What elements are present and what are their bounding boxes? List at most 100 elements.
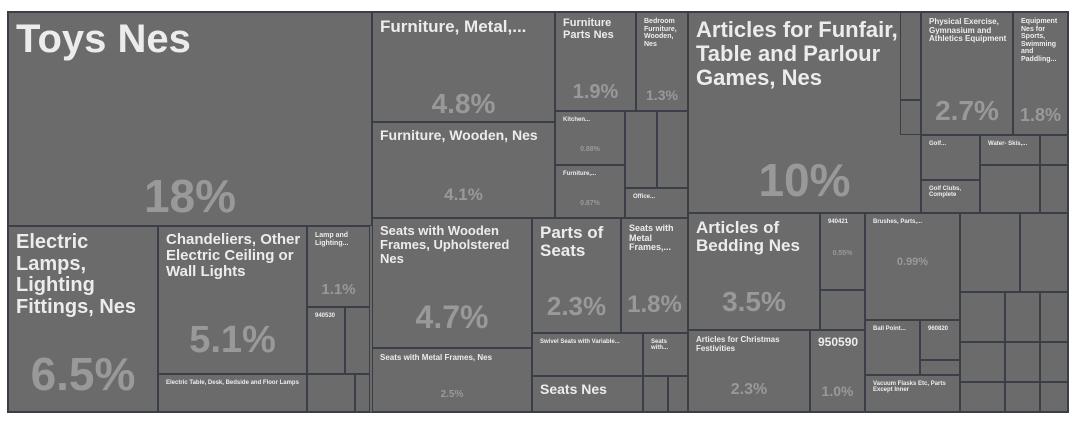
tile-label: Physical Exercise, Gymnasium and Athleti… xyxy=(929,17,1007,44)
tile-label: Articles for Funfair, Table and Parlour … xyxy=(696,17,898,90)
tile-electric-table-desk-bedside-and-floor-lamps[interactable]: Electric Table, Desk, Bedside and Floor … xyxy=(158,374,307,412)
tile-unlabeled[interactable] xyxy=(625,111,657,188)
tile-label: Furniture, Wooden, Nes xyxy=(380,127,538,143)
tile-unlabeled[interactable] xyxy=(960,342,1005,382)
tile-seats-nes[interactable]: Seats Nes xyxy=(532,376,643,412)
tile-unlabeled[interactable] xyxy=(900,12,921,100)
tile-unlabeled[interactable] xyxy=(920,360,960,375)
tile-value: 1.8% xyxy=(1019,105,1062,125)
tile-articles-for-funfair-table-and-parlour-games-nes[interactable]: Articles for Funfair, Table and Parlour … xyxy=(688,12,921,213)
tile-unlabeled[interactable] xyxy=(355,374,370,412)
tile-toys-nes[interactable]: Toys Nes 18% xyxy=(8,12,372,226)
tile-value: 4.8% xyxy=(431,88,496,119)
tile-unlabeled[interactable] xyxy=(1040,165,1068,213)
tile-unlabeled[interactable] xyxy=(1005,382,1040,412)
tile-value: 18% xyxy=(143,170,237,222)
tile-unlabeled[interactable] xyxy=(657,111,688,188)
tile-golf-clubs-complete[interactable]: Golf Clubs, Complete xyxy=(921,180,980,213)
tile-unlabeled[interactable] xyxy=(960,213,1020,292)
tile-label: Articles for Christmas Festivities xyxy=(696,335,780,353)
tile-unlabeled[interactable] xyxy=(960,382,1005,412)
tile-label: Bedroom Furniture, Wooden, Nes xyxy=(644,18,677,48)
tile-physical-exercise-gymnasium-and-athletics-equipment[interactable]: Physical Exercise, Gymnasium and Athleti… xyxy=(921,12,1013,135)
tile-vacuum-flasks-etc-parts-except-inner[interactable]: Vacuum Flasks Etc, Parts Except Inner xyxy=(865,375,960,412)
tile-value: 1.8% xyxy=(627,291,682,318)
tile-label: Electric Table, Desk, Bedside and Floor … xyxy=(166,380,299,386)
tile-value: 5.1% xyxy=(189,319,276,361)
tile-value: 4.1% xyxy=(444,185,483,204)
tile-unlabeled[interactable] xyxy=(307,374,355,412)
treemap: Toys Nes 18% Electric Lamps, Lighting Fitt… xyxy=(7,11,1069,413)
tile-golf[interactable]: Golf... xyxy=(921,135,980,180)
tile-kitchen[interactable]: Kitchen... 0.88% xyxy=(555,111,625,165)
tile-value: 2.3% xyxy=(546,291,607,321)
tile-unlabeled[interactable] xyxy=(1040,135,1068,165)
tile-unlabeled[interactable] xyxy=(668,376,688,412)
tile-swivel-seats-with-variable[interactable]: Swivel Seats with Variable... xyxy=(532,333,643,376)
tile-water-skis[interactable]: Water- Skis,... xyxy=(980,135,1040,165)
tile-950590[interactable]: 950590 1.0% xyxy=(810,330,865,412)
tile-label: Seats with Wooden Frames, Upholstered Ne… xyxy=(380,223,510,267)
tile-940530[interactable]: 940530 xyxy=(307,307,345,374)
tile-label: Equipment Nes for Sports, Swimming and P… xyxy=(1021,18,1058,63)
tile-label: Electric Lamps, Lighting Fittings, Nes xyxy=(16,231,137,318)
tile-label: 940530 xyxy=(315,313,336,319)
tile-unlabeled[interactable] xyxy=(1005,342,1040,382)
tile-equipment-nes-for-sports-swimming-and-paddling[interactable]: Equipment Nes for Sports, Swimming and P… xyxy=(1013,12,1068,135)
tile-office[interactable]: Office... xyxy=(625,188,688,218)
tile-label: Swivel Seats with Variable... xyxy=(540,339,620,345)
tile-furniture-parts-nes[interactable]: Furniture Parts Nes 1.9% xyxy=(555,12,636,111)
tile-unlabeled[interactable] xyxy=(820,290,865,330)
tile-label: Articles of Bedding Nes xyxy=(696,218,800,256)
tile-furniture[interactable]: Furniture,... 0.87% xyxy=(555,165,625,218)
tile-parts-of-seats[interactable]: Parts of Seats 2.3% xyxy=(532,218,621,333)
tile-furniture-metal[interactable]: Furniture, Metal,... 4.8% xyxy=(372,12,555,122)
tile-unlabeled[interactable] xyxy=(1005,292,1040,342)
tile-articles-for-christmas-festivities[interactable]: Articles for Christmas Festivities 2.3% xyxy=(688,330,810,412)
tile-seats-with[interactable]: Seats with... xyxy=(643,333,688,376)
tile-unlabeled[interactable] xyxy=(1020,213,1068,292)
tile-value: 1.0% xyxy=(821,383,854,399)
tile-unlabeled[interactable] xyxy=(643,376,668,412)
tile-960820[interactable]: 960820 xyxy=(920,320,960,360)
tile-unlabeled[interactable] xyxy=(345,307,370,374)
tile-unlabeled[interactable] xyxy=(980,165,1040,213)
tile-unlabeled[interactable] xyxy=(1040,342,1068,382)
tile-value: 0.87% xyxy=(580,200,600,207)
tile-label: Seats with Metal Frames, Nes xyxy=(380,353,493,362)
tile-value: 2.5% xyxy=(440,389,464,400)
tile-value: 1.9% xyxy=(572,81,619,103)
tile-value: 2.3% xyxy=(730,381,768,398)
tile-seats-with-metal-frames-nes[interactable]: Seats with Metal Frames, Nes 2.5% xyxy=(372,348,532,412)
tile-value: 4.7% xyxy=(415,299,489,335)
tile-unlabeled[interactable] xyxy=(1040,382,1068,412)
tile-electric-lamps-lighting-fittings-nes[interactable]: Electric Lamps, Lighting Fittings, Nes 6.… xyxy=(8,226,158,412)
tile-lamp-and-lighting[interactable]: Lamp and Lighting... 1.1% xyxy=(307,226,370,307)
tile-unlabeled[interactable] xyxy=(960,292,1005,342)
tile-bedroom-furniture-wooden-nes[interactable]: Bedroom Furniture, Wooden, Nes 1.3% xyxy=(636,12,688,111)
tile-label: Lamp and Lighting... xyxy=(315,232,349,247)
tile-articles-of-bedding-nes[interactable]: Articles of Bedding Nes 3.5% xyxy=(688,213,820,330)
tile-brushes-parts[interactable]: Brushes, Parts,... 0.99% xyxy=(865,213,960,320)
tile-chandeliers-other-electric-ceiling-or-wall-lights[interactable]: Chandeliers, Other Electric Ceiling or W… xyxy=(158,226,307,374)
tile-label: Office... xyxy=(633,194,656,200)
tile-label: 940421 xyxy=(828,219,849,225)
tile-furniture-wooden-nes[interactable]: Furniture, Wooden, Nes 4.1% xyxy=(372,122,555,218)
tile-seats-with-wooden-frames-upholstered-nes[interactable]: Seats with Wooden Frames, Upholstered Ne… xyxy=(372,218,532,348)
tile-value: 0.88% xyxy=(580,146,600,153)
tile-label: Golf... xyxy=(929,141,946,147)
tile-label: Vacuum Flasks Etc, Parts Except Inner xyxy=(873,381,946,394)
tile-seats-with-metal-frames[interactable]: Seats with Metal Frames,... 1.8% xyxy=(621,218,688,333)
tile-value: 10% xyxy=(758,154,851,206)
tile-label: 960820 xyxy=(928,326,949,332)
tile-940421[interactable]: 940421 0.55% xyxy=(820,213,865,290)
tile-ball-point[interactable]: Ball Point... xyxy=(865,320,920,375)
tile-label: Furniture,... xyxy=(563,171,596,177)
tile-value: 6.5% xyxy=(30,348,136,400)
tile-label: Chandeliers, Other Electric Ceiling or W… xyxy=(166,231,301,281)
tile-label: Seats with... xyxy=(651,339,668,352)
tile-value: 2.7% xyxy=(935,95,999,126)
tile-unlabeled[interactable] xyxy=(1040,292,1068,342)
tile-label: 950590 xyxy=(818,335,859,349)
tile-unlabeled[interactable] xyxy=(900,100,921,135)
